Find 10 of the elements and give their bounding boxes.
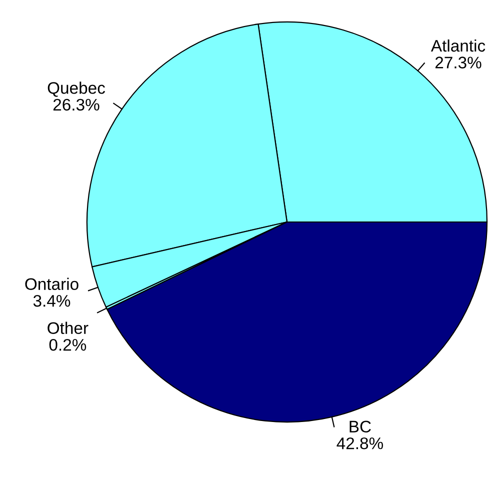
data-label: 42.8% (336, 437, 384, 450)
data-label: 26.3% (53, 98, 100, 111)
slice-label: Atlantic (430, 39, 486, 52)
data-label: 0.2% (49, 338, 86, 351)
slice-label: Quebec (48, 82, 105, 97)
slice-label: BC (350, 420, 371, 432)
data-label: 3.4% (33, 294, 70, 307)
slice-label: Ontario (25, 278, 78, 290)
data-label: 27.3% (435, 56, 482, 68)
slice-label: Other (48, 322, 88, 334)
